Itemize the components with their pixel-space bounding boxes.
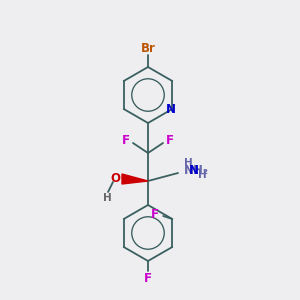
- Text: N: N: [166, 103, 176, 116]
- Text: F: F: [166, 134, 174, 148]
- Text: NH₂: NH₂: [184, 164, 208, 178]
- Text: F: F: [144, 272, 152, 284]
- Text: H: H: [103, 193, 111, 203]
- Text: N: N: [189, 164, 199, 176]
- Polygon shape: [122, 174, 148, 184]
- Text: Br: Br: [141, 41, 155, 55]
- Text: H: H: [184, 158, 192, 168]
- Text: O: O: [110, 172, 120, 184]
- Text: F: F: [122, 134, 130, 148]
- Text: F: F: [151, 208, 159, 221]
- Text: H: H: [198, 170, 206, 180]
